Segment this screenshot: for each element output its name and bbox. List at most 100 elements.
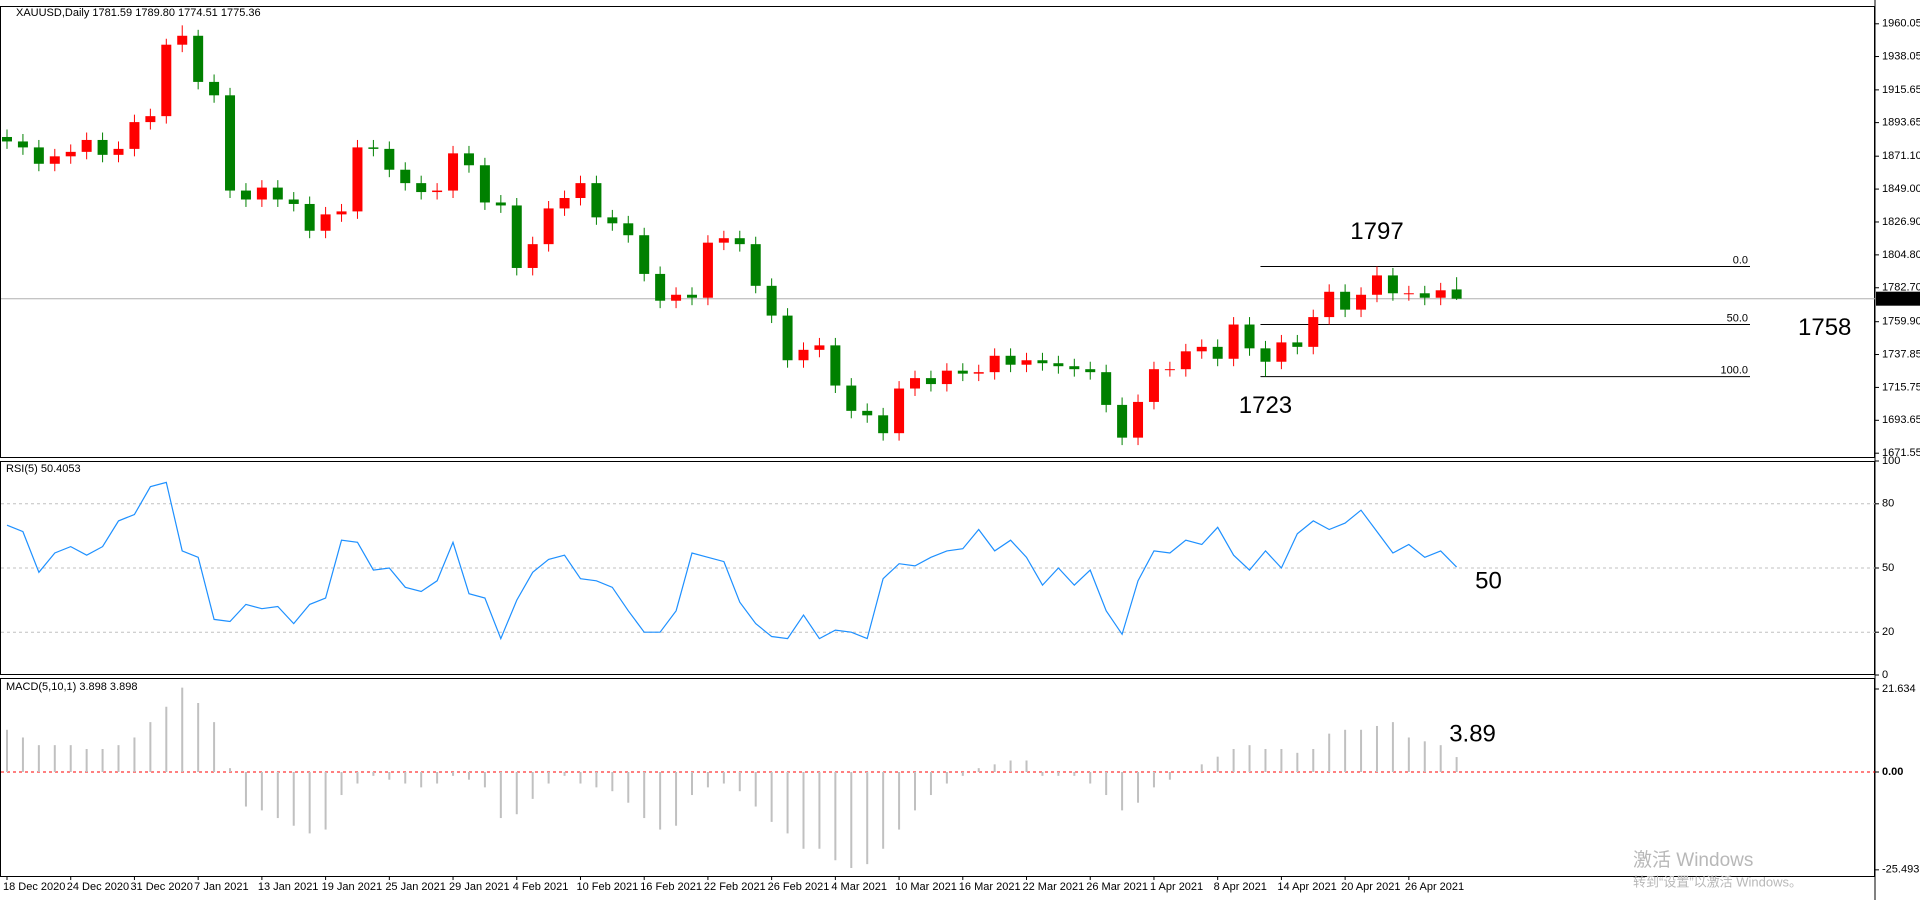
annotation: 50 xyxy=(1475,567,1502,594)
macd-panel-title: MACD(5,10,1) 3.898 3.898 xyxy=(6,681,137,693)
candle-body xyxy=(798,349,809,361)
candle-body xyxy=(495,202,506,206)
candle-body xyxy=(878,415,889,434)
candle-body xyxy=(1324,291,1335,318)
candle-body xyxy=(973,372,984,374)
candle-body xyxy=(1451,289,1462,299)
x-tick-label: 4 Mar 2021 xyxy=(831,881,887,893)
y-tick-label: 1960.05 xyxy=(1882,18,1920,30)
x-tick-label: 19 Jan 2021 xyxy=(322,881,383,893)
x-tick-label: 31 Dec 2020 xyxy=(130,881,192,893)
x-tick-label: 24 Dec 2020 xyxy=(67,881,129,893)
candle-body xyxy=(272,187,283,200)
candle-body xyxy=(304,203,315,231)
candle-body xyxy=(750,244,761,286)
candle-body xyxy=(1212,346,1223,359)
x-tick-label: 10 Feb 2021 xyxy=(576,881,638,893)
annotation: 1758 xyxy=(1798,314,1851,341)
candle-body xyxy=(33,147,44,164)
y-tick-label: 1782.70 xyxy=(1882,282,1920,294)
candle-body xyxy=(1435,290,1446,298)
x-tick-label: 16 Feb 2021 xyxy=(640,881,702,893)
y-tick-label: 100 xyxy=(1882,455,1900,467)
candle-body xyxy=(352,147,363,212)
candle-body xyxy=(894,388,905,434)
candle-body xyxy=(957,370,968,374)
candle-body xyxy=(559,198,570,209)
candle-body xyxy=(336,211,347,215)
candle-body xyxy=(1260,348,1271,362)
annotation: 3.89 xyxy=(1449,720,1496,747)
x-tick-label: 1 Apr 2021 xyxy=(1150,881,1203,893)
candle-body xyxy=(734,238,745,245)
x-tick-label: 16 Mar 2021 xyxy=(959,881,1021,893)
y-tick-label: 1915.65 xyxy=(1882,84,1920,96)
candle-body xyxy=(1180,351,1191,370)
candle-body xyxy=(49,156,60,164)
candle-body xyxy=(416,183,427,193)
candle-body xyxy=(989,355,1000,373)
y-tick-label: 1693.65 xyxy=(1882,414,1920,426)
candle-body xyxy=(1244,324,1255,349)
y-tick-label: 21.634 xyxy=(1882,683,1916,695)
candle-body xyxy=(1403,293,1414,295)
annotation: 1797 xyxy=(1350,218,1403,245)
candle-body xyxy=(1387,275,1398,294)
fib-level-label: 100.0 xyxy=(1720,365,1748,377)
candle-body xyxy=(193,35,204,82)
y-tick-label: 1804.80 xyxy=(1882,249,1920,261)
candle-body xyxy=(655,273,666,301)
price-panel-title: XAUUSD,Daily 1781.59 1789.80 1774.51 177… xyxy=(16,7,261,19)
candle-body xyxy=(830,345,841,386)
y-tick-label: 0 xyxy=(1882,669,1888,681)
candle-body xyxy=(129,122,140,149)
candle-body xyxy=(527,244,538,268)
y-tick-label: -25.493 xyxy=(1882,864,1919,876)
x-tick-label: 26 Mar 2021 xyxy=(1086,881,1148,893)
x-tick-label: 25 Jan 2021 xyxy=(385,881,446,893)
y-tick-label: 1671.55 xyxy=(1882,447,1920,459)
annotation: 1723 xyxy=(1239,392,1292,419)
candle-body xyxy=(639,235,650,274)
y-tick-label: 50 xyxy=(1882,562,1894,574)
candle-body xyxy=(320,214,331,231)
candle-body xyxy=(368,147,379,149)
x-tick-label: 10 Mar 2021 xyxy=(895,881,957,893)
candle-body xyxy=(2,136,12,142)
y-tick-label: 1826.90 xyxy=(1882,216,1920,228)
x-tick-label: 26 Apr 2021 xyxy=(1405,881,1464,893)
candle-body xyxy=(1037,360,1048,364)
x-tick-label: 22 Feb 2021 xyxy=(704,881,766,893)
candle-body xyxy=(432,190,443,193)
rsi-line xyxy=(6,481,1458,641)
candle-body xyxy=(240,190,251,200)
candle-body xyxy=(846,385,857,411)
candle-body xyxy=(161,44,172,117)
candle-body xyxy=(607,217,618,224)
candle-body xyxy=(671,294,682,301)
candle-body xyxy=(81,139,92,152)
y-tick-label: 1849.00 xyxy=(1882,183,1920,195)
x-tick-label: 22 Mar 2021 xyxy=(1023,881,1085,893)
x-tick-label: 18 Dec 2020 xyxy=(3,881,65,893)
candle-body xyxy=(1148,369,1159,402)
y-tick-label: 1737.85 xyxy=(1882,348,1920,360)
x-tick-label: 7 Jan 2021 xyxy=(194,881,248,893)
y-tick-label: 80 xyxy=(1882,498,1894,510)
candle-body xyxy=(384,148,395,170)
candle-body xyxy=(1005,355,1016,365)
x-tick-label: 4 Feb 2021 xyxy=(513,881,569,893)
candle-body xyxy=(591,183,602,218)
x-tick-label: 14 Apr 2021 xyxy=(1277,881,1336,893)
candle-body xyxy=(766,285,777,316)
candle-body xyxy=(623,223,634,236)
candle-body xyxy=(177,35,188,45)
candle-body xyxy=(1133,401,1144,438)
candle-body xyxy=(1356,294,1367,310)
candle-body xyxy=(1101,372,1112,405)
candle-body xyxy=(910,378,921,389)
candle-body xyxy=(1292,342,1303,347)
candle-body xyxy=(1117,404,1128,438)
